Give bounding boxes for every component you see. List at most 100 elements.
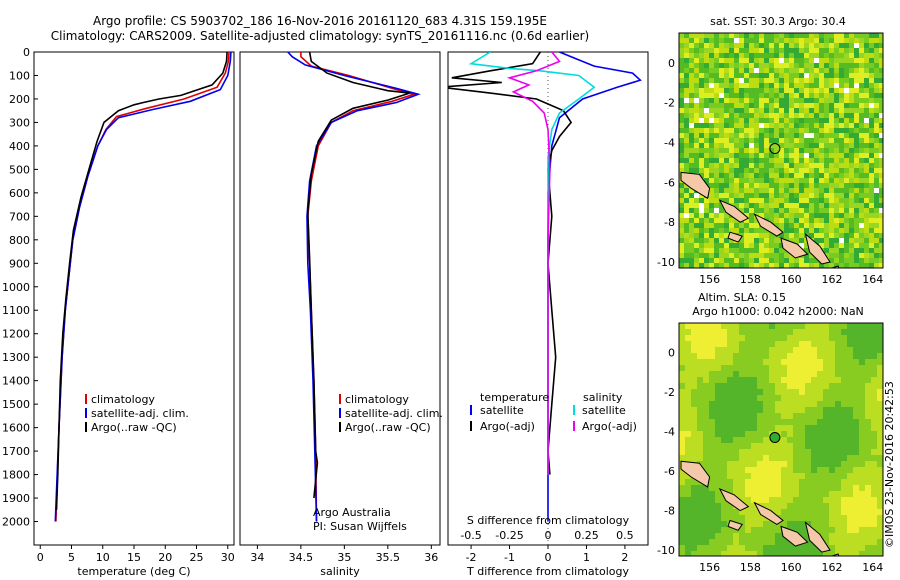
x-tick-label: 35	[337, 551, 351, 564]
island-shape	[753, 213, 784, 237]
x-tick-label: 0	[545, 551, 552, 564]
y-tick-label: 2000	[2, 516, 30, 529]
temperature-lines	[54, 52, 232, 522]
x-tick-label: 34	[250, 551, 264, 564]
legend-swatch-climatology	[85, 394, 87, 404]
x-tick-label: 34.5	[289, 551, 314, 564]
y-tick-label: 1700	[2, 445, 30, 458]
legend-label-satellite: satellite-adj. clim.	[345, 407, 443, 420]
difference-legend: temperature satellite Argo(-adj) salinit…	[470, 391, 637, 433]
sla-map	[679, 323, 883, 556]
y-tick-label: 700	[9, 210, 30, 223]
legend-heading-salinity: salinity	[583, 391, 623, 404]
y-tick-label: 900	[9, 257, 30, 270]
series-line	[287, 52, 421, 522]
legend-label-temp-satellite: satellite	[480, 404, 524, 417]
top-x-tick-label: -0.5	[460, 529, 481, 542]
x-tick-label: 1	[583, 551, 590, 564]
map-x-tick-label: 164	[862, 273, 883, 286]
series-line	[55, 52, 230, 522]
legend-label-sal-satellite: satellite	[582, 404, 626, 417]
map-x-tick-label: 158	[740, 273, 761, 286]
y-tick-label: 100	[9, 69, 30, 82]
y-tick-label: 1300	[2, 351, 30, 364]
series-line	[306, 52, 410, 499]
x-tick-label: 10	[96, 551, 110, 564]
difference-xlabel: T difference from climatology	[466, 565, 629, 578]
map-x-tick-label: 156	[699, 273, 720, 286]
legend-swatch-temp-satellite	[470, 405, 472, 415]
island-shape	[804, 521, 831, 553]
series-line	[506, 52, 561, 475]
series-line	[55, 52, 228, 510]
island-shape	[753, 501, 784, 525]
island-shape	[780, 525, 809, 547]
map-x-tick-label: 162	[822, 561, 843, 574]
figure-title-line-1: Argo profile: CS 5903702_186 16-Nov-2016…	[93, 14, 547, 28]
series-line	[300, 52, 417, 522]
y-tick-label: 1900	[2, 492, 30, 505]
y-tick-label: 1000	[2, 281, 30, 294]
sla-map-title-line-1: Altim. SLA: 0.15	[698, 291, 786, 304]
legend-label-satellite: satellite-adj. clim.	[91, 407, 189, 420]
map-y-tick-label: -8	[664, 505, 675, 518]
map-x-tick-label: 158	[740, 561, 761, 574]
map-y-tick-label: -8	[664, 216, 675, 229]
legend-swatch-satellite	[85, 408, 87, 418]
map-y-tick-label: -4	[664, 137, 675, 150]
island-shape	[718, 487, 750, 512]
map-x-tick-label: 156	[699, 561, 720, 574]
top-x-tick-label: 0.5	[616, 529, 634, 542]
pi-note: PI: Susan Wijffels	[313, 520, 407, 533]
y-tick-label: 1100	[2, 304, 30, 317]
legend-label-sal-argo: Argo(-adj)	[582, 420, 637, 433]
map-x-tick-label: 164	[862, 561, 883, 574]
x-tick-label: 0	[37, 551, 44, 564]
island-shape	[680, 171, 711, 200]
legend-swatch-argo	[339, 422, 341, 432]
y-tick-label: 600	[9, 187, 30, 200]
legend-swatch-satellite	[339, 408, 341, 418]
x-tick-label: 25	[190, 551, 204, 564]
map-y-tick-label: -6	[664, 176, 675, 189]
map-y-tick-label: -2	[664, 97, 675, 110]
top-x-tick-label: 0.25	[574, 529, 599, 542]
argo-position-marker	[769, 432, 781, 444]
map-x-tick-label: 162	[822, 273, 843, 286]
salinity-lines	[287, 52, 421, 522]
legend-swatch-climatology	[339, 394, 341, 404]
x-tick-label: 15	[127, 551, 141, 564]
map-y-tick-label: 0	[668, 347, 675, 360]
figure-title-line-2: Climatology: CARS2009. Satellite-adjuste…	[50, 29, 590, 43]
sst-map-title: sat. SST: 30.3 Argo: 30.4	[710, 15, 846, 28]
legend-swatch-argo	[85, 422, 87, 432]
island-shape	[804, 232, 831, 265]
y-tick-label: 800	[9, 234, 30, 247]
top-x-tick-label: 0	[545, 529, 552, 542]
y-tick-label: 1200	[2, 328, 30, 341]
difference-lines	[448, 52, 642, 545]
sst-map-frame	[678, 32, 884, 269]
salinity-plot-frame	[239, 51, 441, 546]
island-shape	[718, 199, 750, 223]
island-shape	[780, 237, 809, 259]
map-x-tick-label: 160	[781, 561, 802, 574]
x-tick-label: 35.5	[376, 551, 401, 564]
series-line	[448, 52, 573, 475]
legend-swatch-sal-argo	[573, 421, 575, 431]
y-tick-label: 500	[9, 163, 30, 176]
y-tick-label: 1500	[2, 398, 30, 411]
x-tick-label: -1	[504, 551, 515, 564]
map-y-tick-label: -10	[657, 544, 675, 557]
sst-map	[679, 33, 883, 268]
island-shape	[727, 231, 743, 243]
salinity-legend: climatology satellite-adj. clim. Argo(..…	[339, 393, 443, 434]
series-line	[547, 52, 642, 522]
imos-timestamp: ©IMOS 23-Nov-2016 20:42:53	[883, 381, 896, 548]
x-tick-label: 36	[424, 551, 438, 564]
temperature-xlabel: temperature (deg C)	[77, 565, 190, 578]
map-y-tick-label: -4	[664, 426, 675, 439]
top-x-tick-label: -0.25	[495, 529, 523, 542]
legend-swatch-sal-satellite	[573, 405, 575, 415]
